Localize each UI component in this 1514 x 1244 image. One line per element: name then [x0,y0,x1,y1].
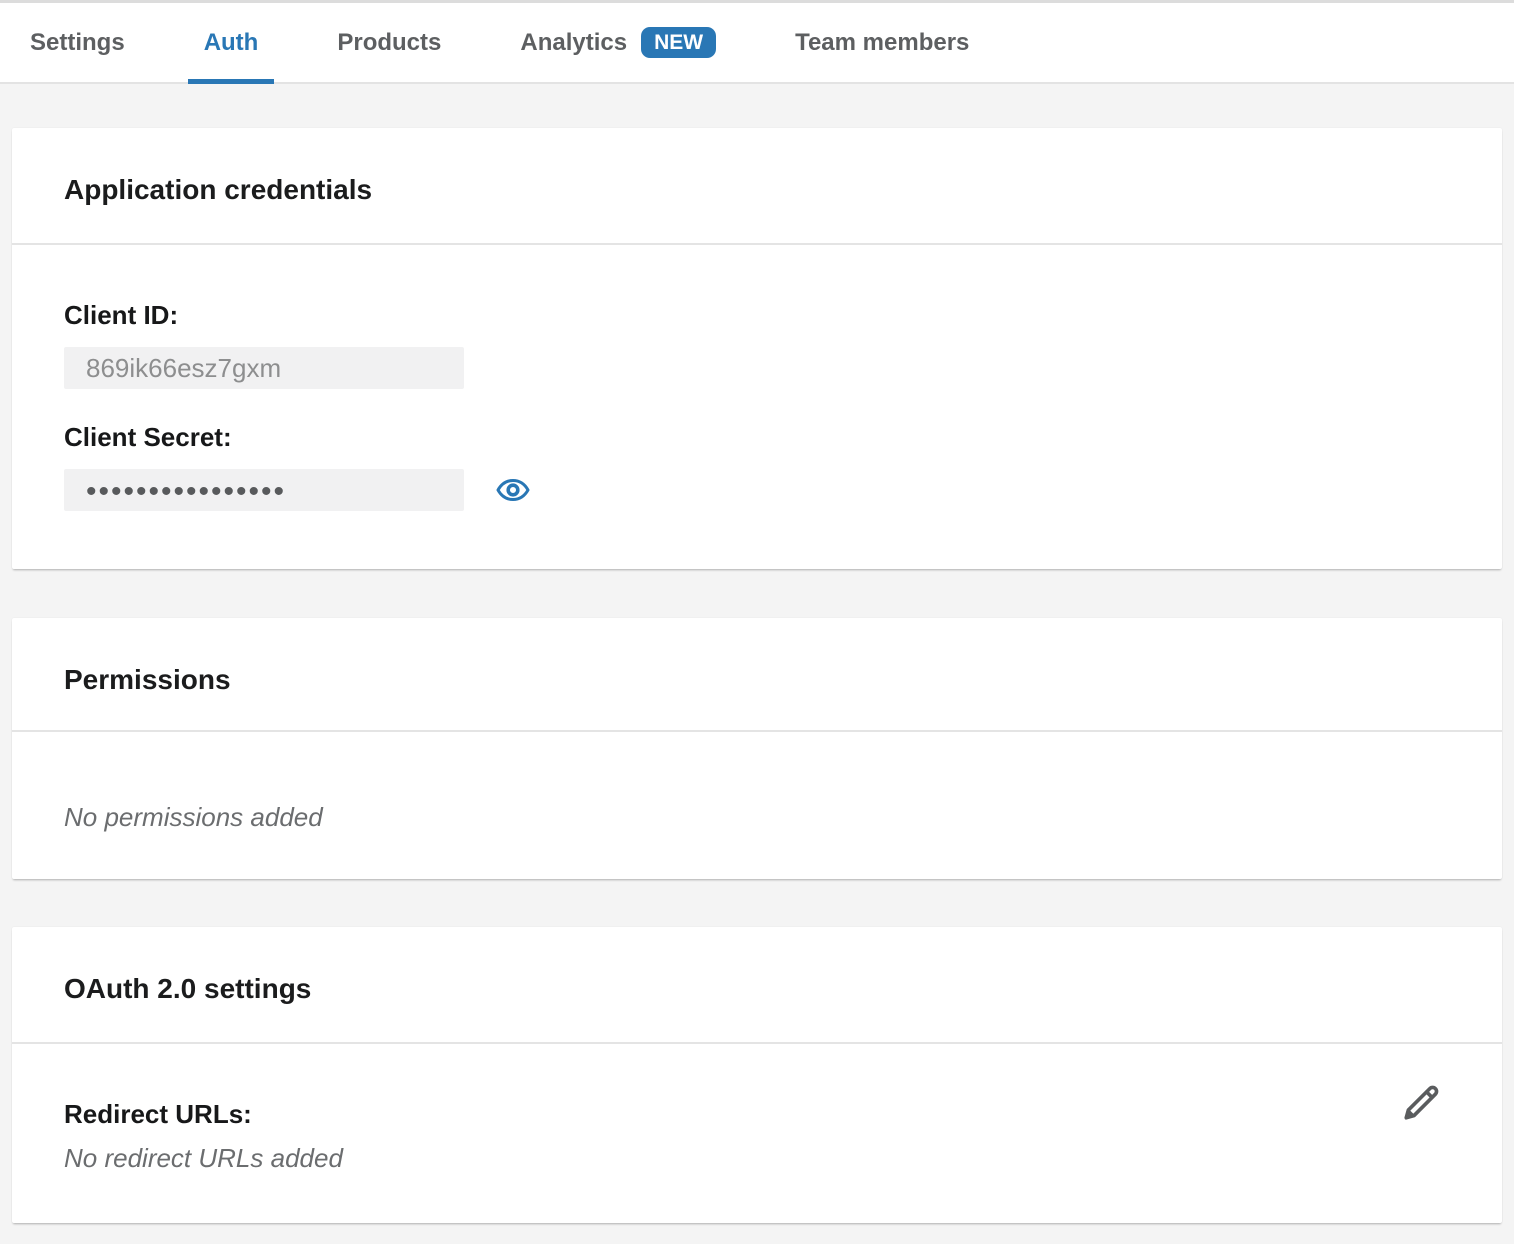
permissions-body: No permissions added [12,732,1502,879]
reveal-secret-button[interactable] [496,473,530,507]
card-divider [12,243,1502,245]
edit-redirect-urls-button[interactable] [1398,1080,1444,1126]
redirect-urls-empty-state: No redirect URLs added [64,1143,343,1173]
application-credentials-header: Application credentials [12,128,1502,243]
client-secret-label: Client Secret: [64,422,232,452]
eye-icon [496,473,530,507]
tab-team-members[interactable]: Team members [779,3,985,82]
redirect-urls-label: Redirect URLs: [64,1099,252,1129]
tab-products-label: Products [337,28,442,56]
permissions-card: Permissions No permissions added [12,618,1502,879]
client-id-label: Client ID: [64,300,179,330]
permissions-title: Permissions [64,664,231,695]
permissions-empty-state: No permissions added [64,802,323,832]
client-secret-group: Client Secret: [64,422,1450,511]
card-divider [12,730,1502,732]
client-secret-row [64,469,1450,511]
tab-analytics-label: Analytics [520,28,628,56]
application-credentials-card: Application credentials Client ID: Clien… [12,128,1502,569]
tab-team-members-label: Team members [795,28,970,56]
application-credentials-title: Application credentials [64,174,373,205]
permissions-header: Permissions [12,618,1502,730]
tab-settings[interactable]: Settings [14,3,141,82]
client-id-group: Client ID: [64,300,1450,389]
oauth-settings-header: OAuth 2.0 settings [12,927,1502,1042]
tab-bar: Settings Auth Products Analytics NEW Tea… [0,0,1514,84]
oauth-settings-body: Redirect URLs: No redirect URLs added [12,1044,1502,1223]
tab-analytics[interactable]: Analytics NEW [504,3,732,82]
tab-auth[interactable]: Auth [187,3,275,84]
client-secret-field[interactable] [64,469,464,511]
oauth-settings-card: OAuth 2.0 settings Redirect URLs: No red… [12,927,1502,1223]
tab-products[interactable]: Products [321,3,457,82]
client-id-field[interactable] [64,347,464,389]
oauth-settings-title: OAuth 2.0 settings [64,973,312,1004]
pencil-icon [1398,1080,1444,1126]
card-divider [12,1042,1502,1044]
new-badge: NEW [641,27,717,58]
application-credentials-body: Client ID: Client Secret: [12,245,1502,569]
tab-auth-label: Auth [203,28,259,56]
tab-settings-label: Settings [30,28,125,56]
